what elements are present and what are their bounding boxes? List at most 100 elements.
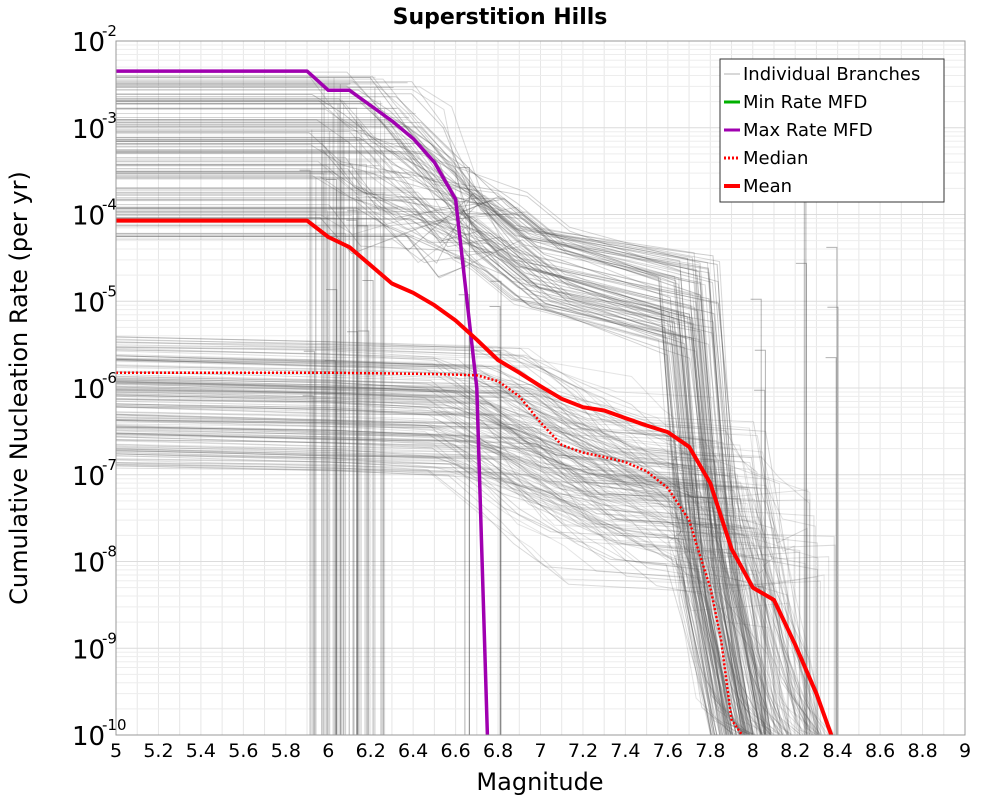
branch-line: [116, 143, 742, 735]
branch-line: [116, 199, 754, 735]
branch-line: [116, 432, 757, 735]
branch-line: [116, 170, 712, 735]
y-axis-label: Cumulative Nucleation Rate (per yr): [5, 171, 33, 605]
branch-line: [116, 448, 827, 735]
branch-line: [116, 464, 793, 735]
branch-line: [116, 173, 731, 735]
branch-line: [116, 103, 341, 735]
branch-line: [116, 208, 744, 735]
branch-line: [116, 432, 750, 735]
y-tick-exponent: -7: [102, 456, 117, 474]
branch-line: [116, 398, 779, 735]
branch-line: [116, 346, 753, 735]
branch-line: [116, 425, 760, 735]
y-tick-label: 10-3: [72, 109, 117, 145]
branch-line: [116, 336, 818, 735]
branch-line: [116, 187, 733, 735]
branch-line: [116, 198, 770, 735]
branch-line: [116, 75, 761, 735]
branch-line: [116, 192, 386, 735]
branch-line: [116, 86, 751, 735]
branch-line: [116, 462, 718, 735]
branch-line: [116, 381, 836, 735]
branch-line: [116, 418, 813, 735]
branch-line: [116, 377, 755, 735]
branch-line: [116, 138, 772, 735]
y-tick-base: 10: [72, 115, 105, 145]
branch-line: [116, 144, 728, 735]
x-tick-label: 7.8: [695, 740, 725, 762]
branch-line: [116, 193, 746, 735]
branch-line: [116, 383, 743, 735]
branch-line: [116, 353, 780, 735]
branch-line: [116, 435, 789, 735]
branch-line: [116, 382, 784, 735]
branch-line: [116, 455, 820, 735]
x-tick-label: 5: [110, 740, 122, 762]
x-tick-label: 6.8: [483, 740, 513, 762]
x-tick-label: 8.8: [907, 740, 937, 762]
legend: Individual Branches Min Rate MFD Max Rate …: [719, 58, 945, 203]
branch-line: [116, 370, 802, 735]
y-tick-label: 10-10: [72, 716, 127, 752]
branch-line: [116, 379, 794, 735]
branch-line: [116, 400, 784, 735]
branch-line: [116, 84, 349, 735]
branch-line: [116, 358, 774, 735]
branch-line: [116, 120, 745, 735]
branch-line: [116, 137, 361, 735]
branch-line: [116, 374, 784, 735]
branch-line: [116, 406, 772, 735]
branch-line: [116, 451, 814, 735]
branch-line: [116, 446, 766, 735]
branch-line: [116, 146, 412, 735]
branch-line: [116, 389, 735, 735]
branch-line: [116, 360, 738, 735]
branch-line: [116, 336, 780, 735]
x-tick-label: 8: [747, 740, 759, 762]
branch-line: [116, 107, 358, 735]
branch-line: [116, 423, 749, 735]
branch-line: [116, 218, 767, 735]
branch-line: [116, 463, 834, 735]
branch-line: [116, 131, 748, 735]
branch-line: [116, 140, 773, 735]
branch-line: [116, 141, 350, 735]
branch-line: [116, 450, 803, 735]
branch-line: [116, 128, 350, 735]
x-tick-label: 6: [322, 740, 334, 762]
branch-line: [116, 426, 808, 735]
branch-line: [116, 342, 741, 735]
branch-line: [116, 453, 825, 735]
branch-line: [826, 246, 838, 735]
branch-line: [116, 103, 383, 735]
branch-line: [116, 346, 737, 735]
summary-series: [116, 69, 834, 735]
branch-line: [116, 217, 336, 735]
legend-label: Max Rate MFD: [743, 120, 873, 141]
branch-line: [116, 206, 748, 735]
branch-line: [116, 132, 734, 735]
branch-line: [116, 419, 820, 735]
branch-line: [116, 113, 416, 735]
branch-line: [116, 388, 780, 735]
y-tick-base: 10: [72, 375, 105, 405]
y-tick-exponent: -4: [102, 196, 117, 214]
branch-line: [116, 103, 732, 735]
branch-line: [116, 125, 744, 735]
branch-line: [116, 358, 764, 735]
branch-line: [116, 214, 352, 735]
branch-line: [116, 420, 751, 735]
x-tick-label: 8.4: [823, 740, 853, 762]
branch-line: [116, 387, 789, 735]
branch-line: [116, 381, 756, 735]
branch-line: [116, 355, 791, 735]
y-tick-base: 10: [72, 202, 105, 232]
branch-line: [116, 178, 395, 735]
branch-line: [116, 139, 365, 735]
branch-line: [116, 399, 808, 735]
branch-line: [116, 433, 746, 735]
y-tick-label: 10-8: [72, 543, 117, 579]
branch-line: [116, 406, 775, 735]
branch-line: [116, 117, 410, 735]
